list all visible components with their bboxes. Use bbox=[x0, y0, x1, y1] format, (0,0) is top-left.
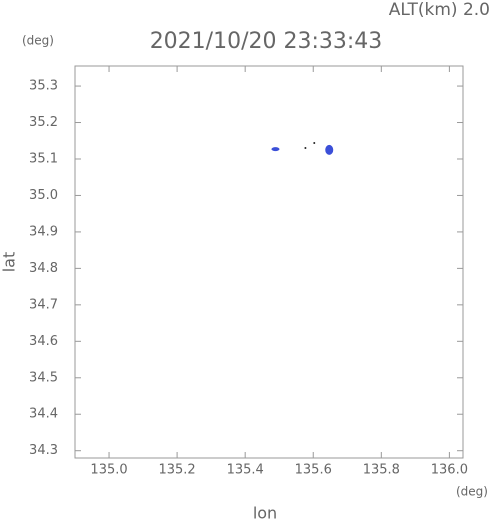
y-tick-label: 34.3 bbox=[29, 443, 58, 458]
x-tick-label: 135.8 bbox=[363, 463, 400, 478]
point bbox=[304, 147, 307, 150]
y-tick-label: 34.8 bbox=[29, 261, 58, 276]
x-tick-label: 135.4 bbox=[227, 463, 264, 478]
chart-title: 2021/10/20 23:33:43 bbox=[150, 29, 383, 54]
x-axis-label: lon bbox=[253, 504, 277, 521]
y-tick-label: 35.1 bbox=[29, 151, 58, 166]
x-tick-label: 135.0 bbox=[90, 463, 127, 478]
y-tick-label: 35.0 bbox=[29, 188, 58, 203]
y-unit: (deg) bbox=[22, 34, 54, 48]
y-tick-label: 34.7 bbox=[29, 297, 58, 312]
point bbox=[271, 147, 280, 152]
y-tick-label: 34.9 bbox=[29, 224, 58, 239]
subtitle: ALT(km) 2.0 bbox=[389, 0, 490, 20]
y-tick-label: 34.4 bbox=[29, 407, 58, 422]
x-tick-label: 135.2 bbox=[158, 463, 195, 478]
x-tick-label: 135.6 bbox=[295, 463, 332, 478]
y-tick-label: 35.2 bbox=[29, 115, 58, 130]
plot-frame bbox=[74, 65, 464, 459]
y-tick-label: 35.3 bbox=[29, 79, 58, 94]
y-tick-label: 34.6 bbox=[29, 334, 58, 349]
y-axis-label: lat bbox=[0, 252, 19, 273]
x-unit: (deg) bbox=[456, 485, 488, 499]
point bbox=[313, 141, 316, 144]
point bbox=[325, 144, 334, 155]
x-tick-label: 136.0 bbox=[431, 463, 468, 478]
y-tick-label: 34.5 bbox=[29, 370, 58, 385]
